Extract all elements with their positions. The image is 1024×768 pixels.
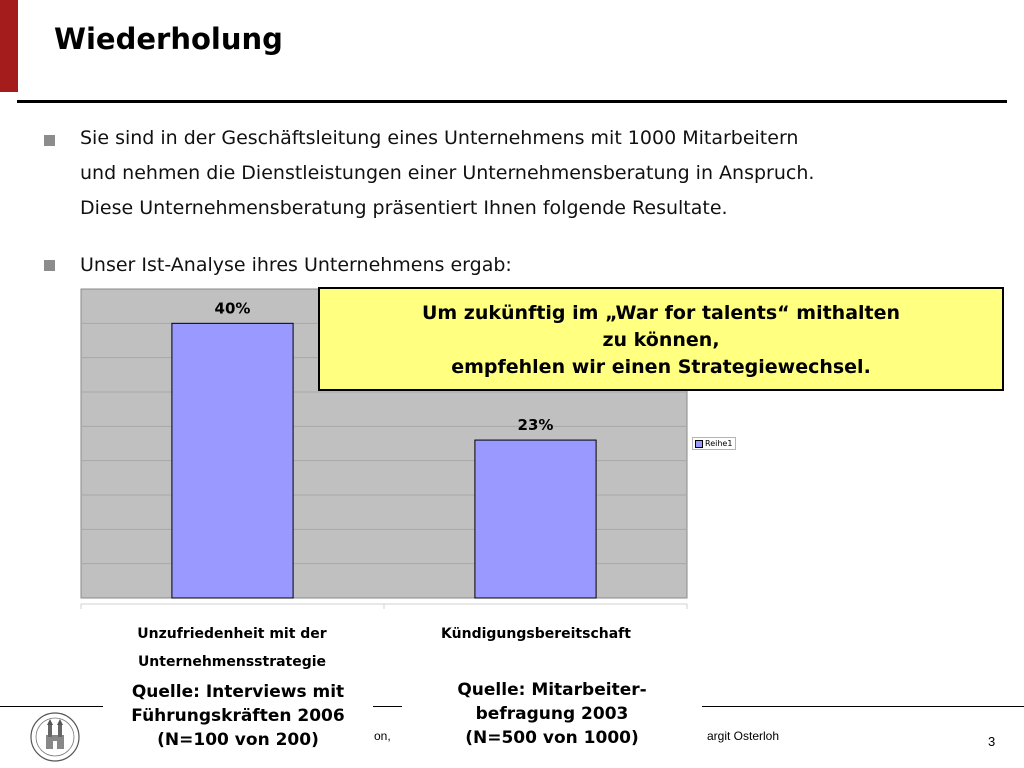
source-1-line-2: Führungskräften 2006 <box>131 706 345 726</box>
bullet-2-line-1: Unser Ist-Analyse ihres Unternehmens erg… <box>80 254 512 276</box>
callout-line-2: zu können, <box>602 329 720 351</box>
legend-swatch <box>695 439 703 448</box>
source-2-line-1: Quelle: Mitarbeiter- <box>457 680 647 700</box>
source-2-line-3: (N=500 von 1000) <box>465 728 639 748</box>
source-note-2: Quelle: Mitarbeiter- befragung 2003 (N=5… <box>402 678 702 750</box>
page-number: 3 <box>988 734 996 749</box>
callout-line-3: empfehlen wir einen Strategiewechsel. <box>451 356 871 378</box>
source-1-line-1: Quelle: Interviews mit <box>131 682 345 702</box>
bar <box>474 439 597 599</box>
source-2-line-2: befragung 2003 <box>475 704 629 724</box>
bullet-square-icon <box>44 260 55 271</box>
category-1-line-1: Unzufriedenheit mit der <box>137 626 327 642</box>
footer-text-right: argit Osterloh <box>707 729 780 743</box>
footer-text-left: on, <box>374 729 391 743</box>
source-1-line-3: (N=100 von 200) <box>157 730 319 750</box>
recommendation-callout: Um zukünftig im „War for talents“ mithal… <box>318 287 1004 391</box>
data-label: 40% <box>215 299 251 317</box>
bar <box>171 322 294 599</box>
bullet-1-line-1: Sie sind in der Geschäftsleitung eines U… <box>80 127 799 149</box>
bullet-1-line-3: Diese Unternehmensberatung präsentiert I… <box>80 197 728 219</box>
source-note-1: Quelle: Interviews mit Führungskräften 2… <box>103 680 373 752</box>
category-label-1: Unzufriedenheit mit der Unternehmensstra… <box>96 620 368 676</box>
category-2-line-1: Kündigungsbereitschaft <box>441 626 631 642</box>
bullet-text-1: Sie sind in der Geschäftsleitung eines U… <box>80 121 814 226</box>
title-divider <box>17 100 1007 103</box>
category-1-line-2: Unternehmensstrategie <box>137 654 327 670</box>
slide-title: Wiederholung <box>54 22 283 56</box>
chart-legend: Reihe1 <box>692 437 736 450</box>
bullet-text-2: Unser Ist-Analyse ihres Unternehmens erg… <box>80 248 512 283</box>
university-seal-icon <box>30 712 80 762</box>
category-label-2: Kündigungsbereitschaft <box>400 620 672 648</box>
data-label: 23% <box>518 416 554 434</box>
callout-line-1: Um zukünftig im „War for talents“ mithal… <box>421 302 901 324</box>
bullet-square-icon <box>44 135 55 146</box>
legend-label: Reihe1 <box>705 439 733 448</box>
red-accent-bar <box>0 0 18 92</box>
bullet-1-line-2: und nehmen die Dienstleistungen einer Un… <box>80 162 815 184</box>
